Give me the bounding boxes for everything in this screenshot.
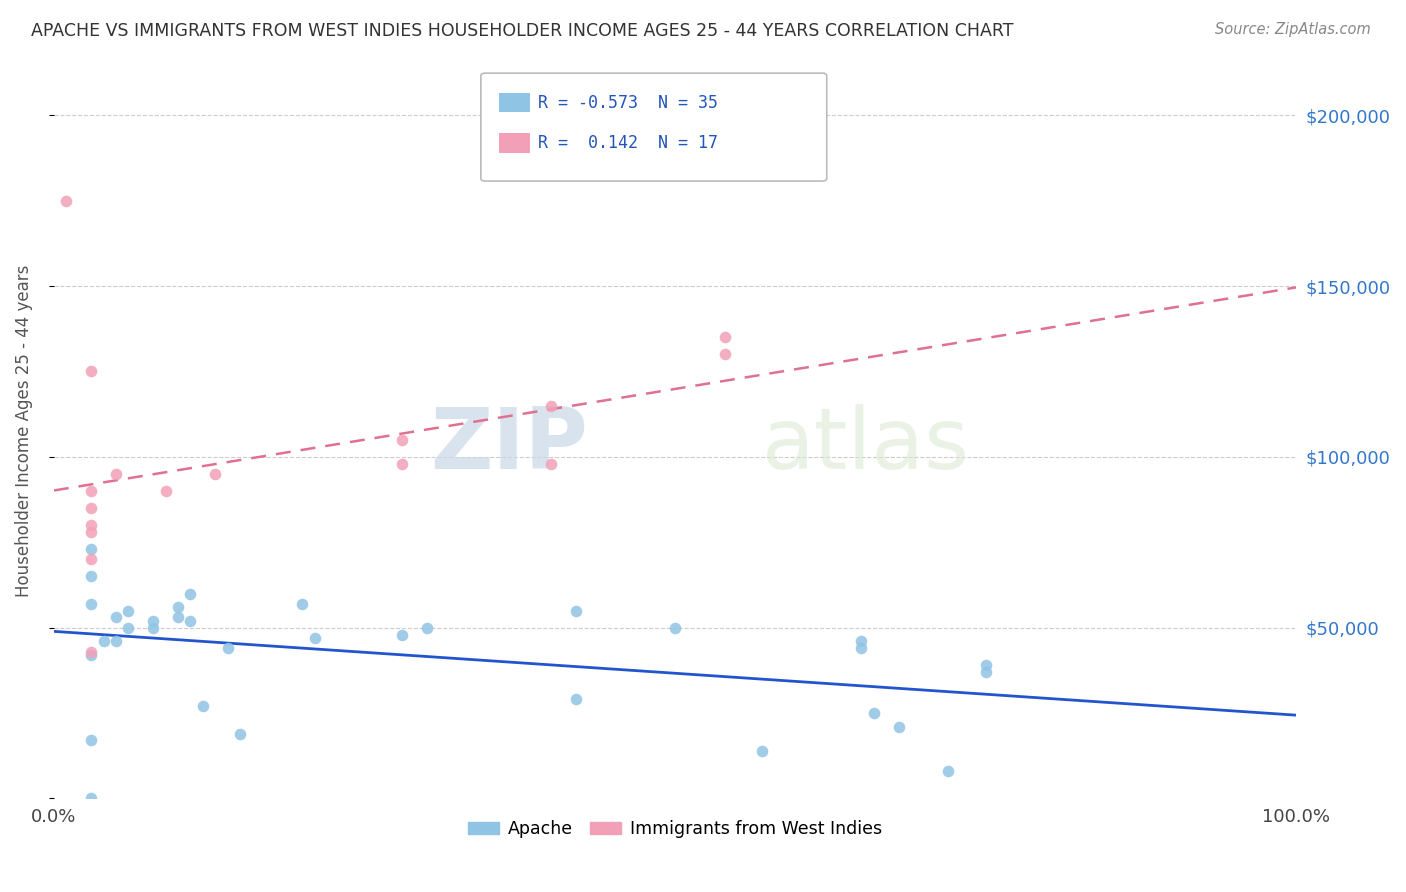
Text: APACHE VS IMMIGRANTS FROM WEST INDIES HOUSEHOLDER INCOME AGES 25 - 44 YEARS CORR: APACHE VS IMMIGRANTS FROM WEST INDIES HO… [31,22,1014,40]
Point [179,586,201,600]
Point [80,501,103,516]
Point [80,542,103,557]
Point [80,597,103,611]
Point [80,791,103,805]
Point [104,610,127,624]
Point [155,484,177,499]
Point [974,658,997,673]
Point [229,726,252,740]
Point [167,600,190,615]
Point [217,641,239,656]
Point [564,692,586,706]
Point [936,764,959,779]
Text: ZIP: ZIP [430,404,588,487]
Point [540,457,562,471]
Legend: Apache, Immigrants from West Indies: Apache, Immigrants from West Indies [461,813,889,845]
Point [887,720,910,734]
Y-axis label: Householder Income Ages 25 - 44 years: Householder Income Ages 25 - 44 years [15,265,32,598]
Text: Source: ZipAtlas.com: Source: ZipAtlas.com [1215,22,1371,37]
Point [117,621,139,635]
Point [391,627,413,641]
Point [55,194,77,208]
Point [713,330,735,344]
Point [80,484,103,499]
Point [179,614,201,628]
Point [204,467,226,481]
Point [391,433,413,447]
Point [80,648,103,662]
Point [851,634,873,648]
Point [564,604,586,618]
Point [974,665,997,679]
Point [117,604,139,618]
Text: R = -0.573  N = 35: R = -0.573 N = 35 [538,94,718,112]
Point [93,634,115,648]
Point [80,569,103,583]
Point [664,621,686,635]
Point [142,614,165,628]
Text: R =  0.142  N = 17: R = 0.142 N = 17 [538,134,718,152]
Point [80,364,103,378]
Point [142,621,165,635]
Text: atlas: atlas [762,404,970,487]
Point [751,744,773,758]
Point [862,706,884,720]
Point [851,641,873,656]
Point [167,610,190,624]
Point [104,634,127,648]
Point [80,644,103,658]
Point [291,597,314,611]
Point [540,399,562,413]
Point [713,347,735,361]
Point [304,631,326,645]
Point [80,524,103,539]
Point [191,699,214,714]
Point [80,733,103,747]
Point [415,621,437,635]
Point [391,457,413,471]
Point [80,518,103,533]
Point [80,552,103,566]
Point [104,467,127,481]
